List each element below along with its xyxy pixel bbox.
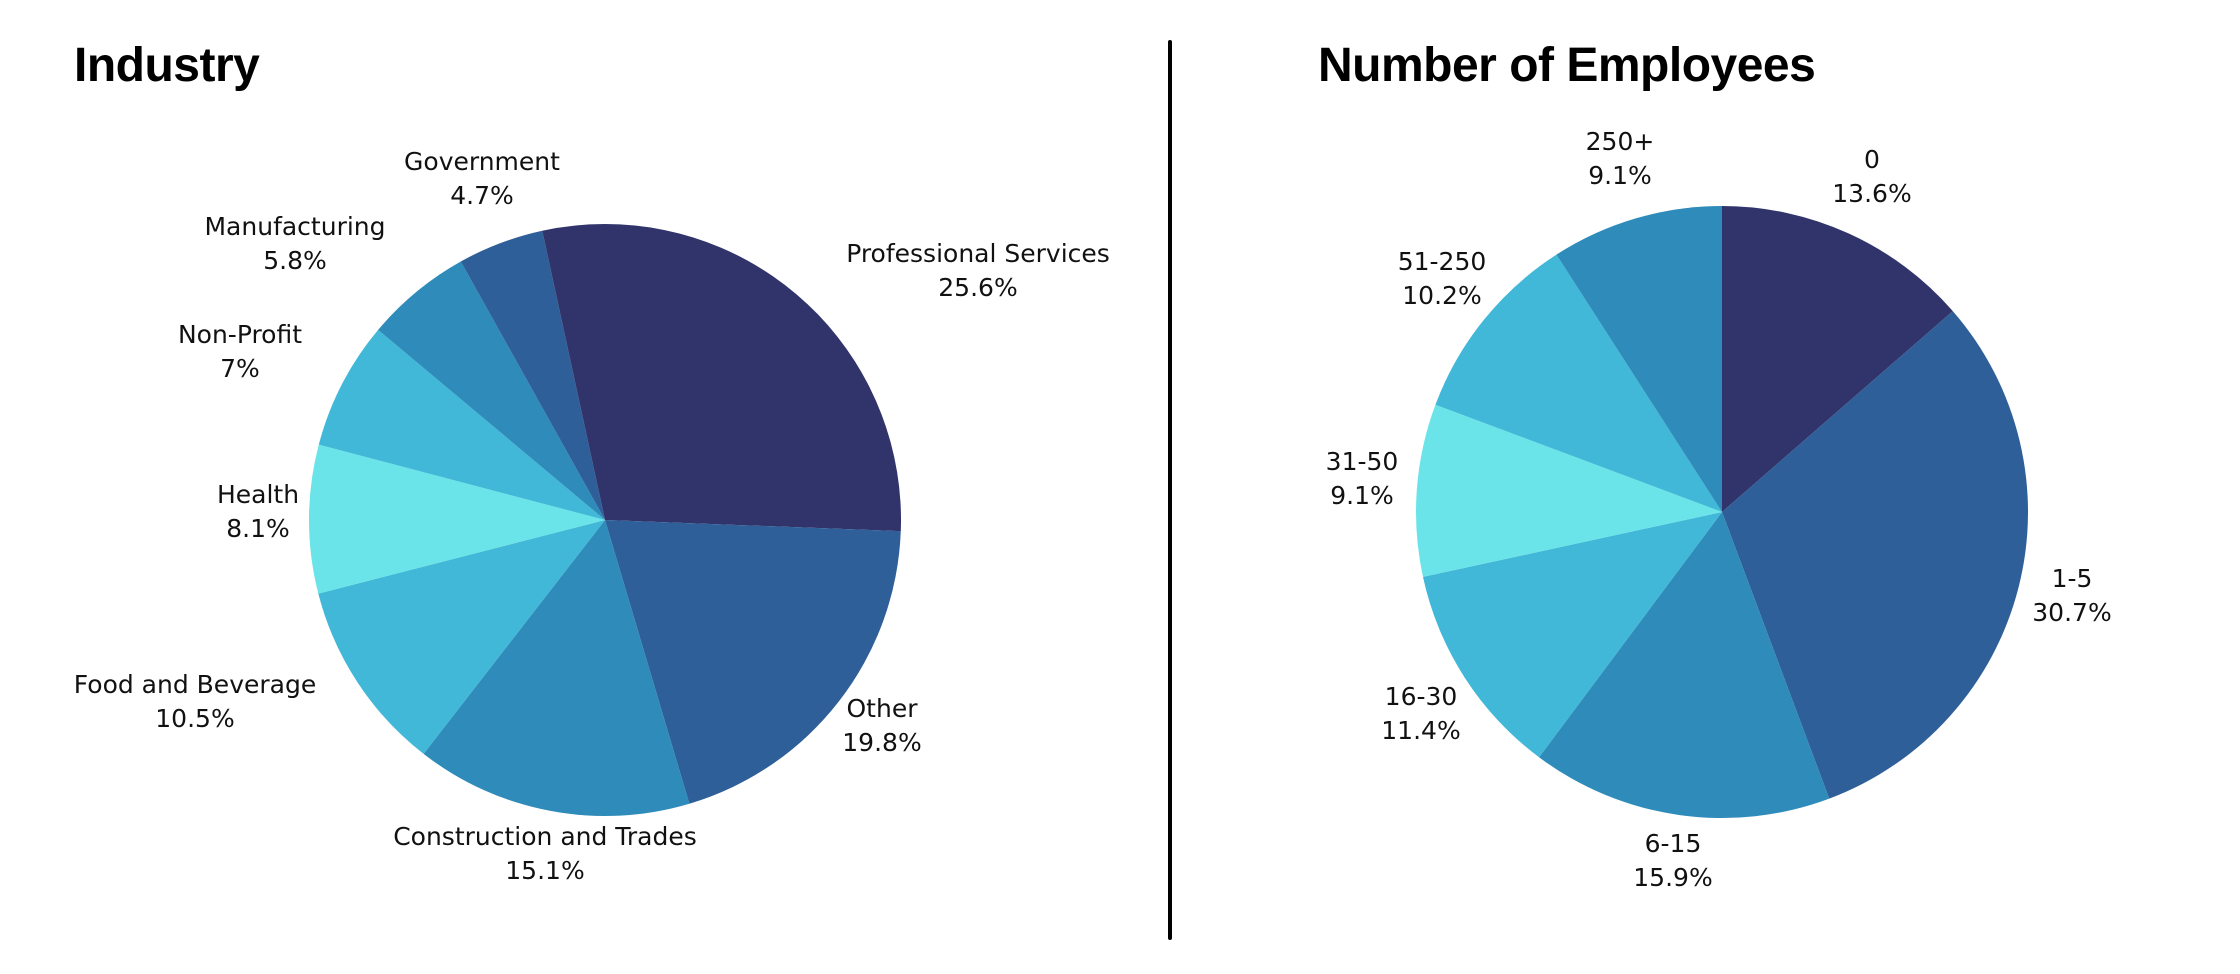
slice-label-other: Other [847, 694, 919, 723]
slice-value-1-5: 30.7% [2032, 598, 2111, 627]
industry-chart-title: Industry [74, 39, 260, 92]
slice-value-0: 13.6% [1832, 179, 1911, 208]
pie-slice-construction-and-trades [423, 520, 690, 817]
pie-slice-31-50 [1416, 404, 1722, 577]
slice-label-manufacturing: Manufacturing [204, 212, 385, 241]
chart-divider [1168, 40, 1172, 940]
slice-value-other: 19.8% [842, 728, 921, 757]
pie-slice-unlabeled [542, 224, 605, 520]
pie-slice-6-15 [1539, 512, 1830, 818]
pie-slice-manufacturing [378, 261, 605, 520]
slice-label-construction-and-trades: Construction and Trades [393, 822, 697, 851]
slice-label-health: Health [217, 480, 299, 509]
slice-label-31-50: 31-50 [1326, 447, 1399, 476]
slice-value-health: 8.1% [226, 514, 290, 543]
pie-slice-16-30 [1422, 512, 1722, 758]
slice-label-0: 0 [1864, 145, 1880, 174]
employees-pie: 0 13.6% 1-5 30.7% 6-15 15.9% 16-30 11.4% 31-50 9.… [1326, 127, 2112, 892]
slice-value-16-30: 11.4% [1381, 716, 1460, 745]
pie-slice-0 [1722, 206, 1953, 512]
pie-slice-food-and-beverage [318, 520, 605, 754]
pie-slice-51-250 [1435, 254, 1722, 513]
slice-value-31-50: 9.1% [1330, 481, 1394, 510]
slice-label-1-5: 1-5 [2052, 564, 2093, 593]
slice-value-6-15: 15.9% [1633, 863, 1712, 892]
pie-slice-government [460, 230, 605, 521]
slice-label-food-and-beverage: Food and Beverage [74, 670, 316, 699]
slice-value-manufacturing: 5.8% [263, 246, 327, 275]
pie-slice-professional-services [605, 224, 902, 532]
slice-value-government: 4.7% [450, 181, 514, 210]
slice-label-non-profit: Non-Profit [178, 320, 302, 349]
slice-label-professional-services: Professional Services [846, 239, 1110, 268]
slice-label-16-30: 16-30 [1385, 682, 1458, 711]
slice-value-construction-and-trades: 15.1% [505, 856, 584, 885]
slice-value-250: 9.1% [1588, 161, 1652, 190]
employees-chart-title: Number of Employees [1318, 39, 1816, 92]
pie-slice-other [605, 520, 901, 804]
pie-slice-non-profit [318, 329, 605, 520]
pie-slice-health [309, 444, 605, 594]
slice-label-government: Government [404, 147, 560, 176]
slice-label-51-250: 51-250 [1398, 247, 1487, 276]
slice-value-51-250: 10.2% [1402, 281, 1481, 310]
slice-label-6-15: 6-15 [1645, 829, 1702, 858]
slice-value-professional-services: 25.6% [938, 273, 1017, 302]
slice-value-non-profit: 7% [220, 354, 260, 383]
industry-pie: Professional Services 25.6% Other 19.8% Cons… [74, 147, 1110, 885]
pie-slice-250 [1556, 206, 1722, 512]
slice-label-250: 250+ [1586, 127, 1655, 156]
slice-value-food-and-beverage: 10.5% [155, 704, 234, 733]
pie-slice-1-5 [1722, 311, 2028, 799]
